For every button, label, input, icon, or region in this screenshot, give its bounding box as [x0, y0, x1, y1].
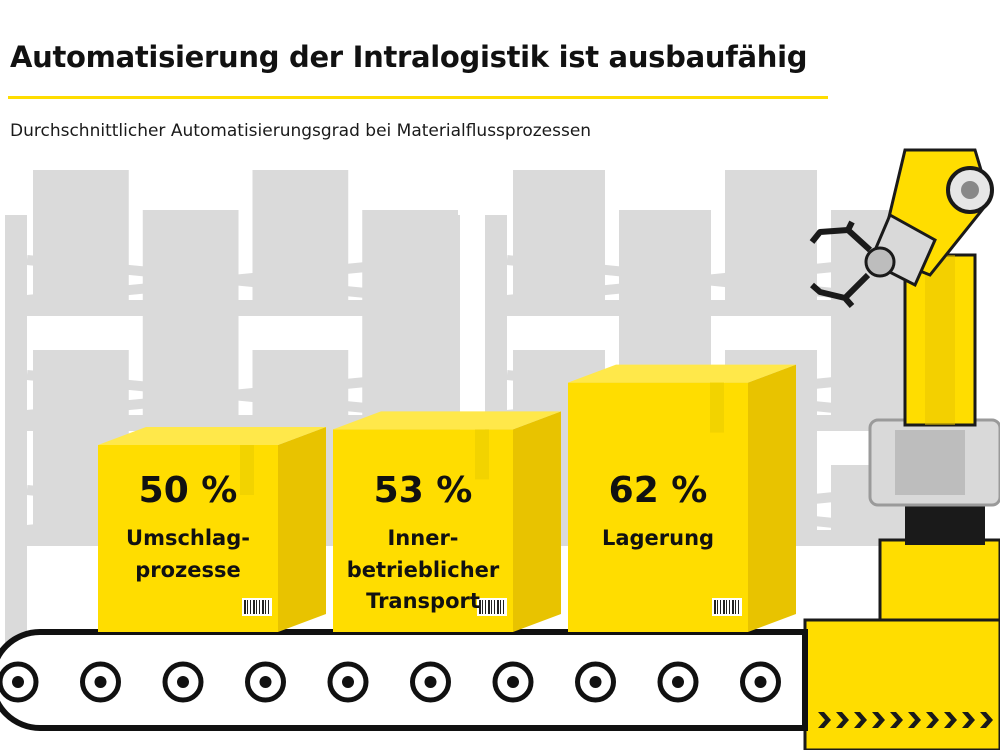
bar-label: 53 % Inner- betrieblicher Transport: [333, 473, 513, 618]
conveyor-belt: [0, 629, 808, 731]
box-side: [748, 364, 796, 632]
gripper-top: [809, 220, 873, 253]
barcode-icon: [477, 598, 507, 616]
box-side: [513, 411, 561, 632]
bar-label: 50 % Umschlag- prozesse: [98, 473, 278, 586]
bar-box: [333, 411, 561, 632]
box-top: [568, 364, 796, 383]
chart-subtitle: Durchschnittlicher Automatisierungsgrad …: [10, 121, 592, 141]
box-tape: [475, 429, 489, 480]
bar-boxes: [98, 364, 796, 632]
category-label: Inner- betrieblicher Transport: [346, 526, 500, 613]
chart-title: Automatisierung der Intralogistik ist au…: [10, 40, 808, 74]
category-label: Umschlag- prozesse: [126, 526, 250, 582]
box-tape: [710, 382, 724, 433]
barcode-icon: [242, 598, 272, 616]
box-top: [98, 427, 326, 445]
bar-value-label: 62 %: [608, 470, 708, 511]
gripper-bottom: [810, 272, 871, 308]
bar-box: [568, 364, 796, 632]
bar-value-label: 50 %: [138, 470, 238, 511]
bar-box: [98, 427, 326, 632]
box-tape: [240, 445, 254, 495]
box-side: [278, 427, 326, 632]
belt-outline: [0, 629, 808, 731]
category-label: Lagerung: [601, 526, 715, 550]
robot-base: [803, 618, 1000, 750]
title-rule: [8, 96, 828, 99]
box-top: [333, 411, 561, 430]
robot-pedestal: [878, 538, 1000, 622]
bar-label: 62 % Lagerung: [568, 473, 748, 555]
barcode-icon: [712, 598, 742, 616]
robot-arm: [803, 148, 1000, 750]
bar-value-label: 53 %: [373, 470, 473, 511]
